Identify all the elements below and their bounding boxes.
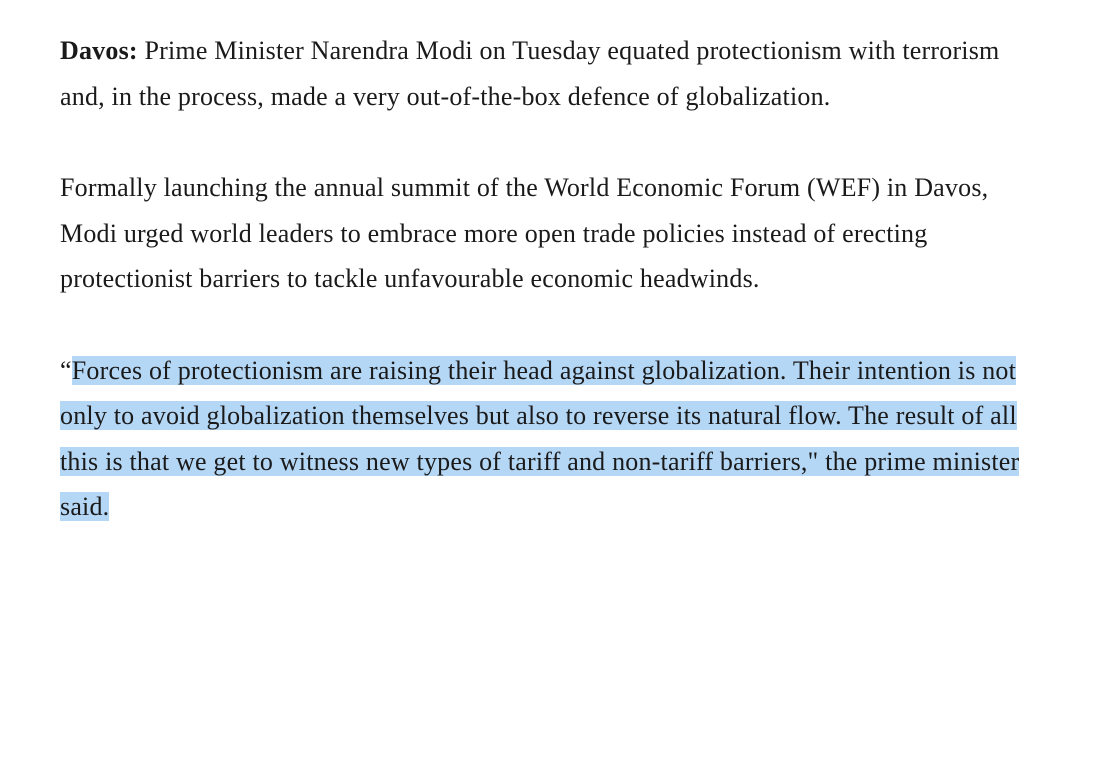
quote-open: “ <box>60 356 72 385</box>
paragraph-3: “Forces of protectionism are raising the… <box>60 348 1036 530</box>
dateline: Davos: <box>60 36 138 65</box>
paragraph-1-text: Prime Minister Narendra Modi on Tuesday … <box>60 36 999 111</box>
highlighted-quote[interactable]: Forces of protectionism are raising thei… <box>60 356 1019 522</box>
paragraph-2: Formally launching the annual summit of … <box>60 165 1036 302</box>
paragraph-1: Davos: Prime Minister Narendra Modi on T… <box>60 28 1036 119</box>
article-body: Davos: Prime Minister Narendra Modi on T… <box>60 28 1036 530</box>
